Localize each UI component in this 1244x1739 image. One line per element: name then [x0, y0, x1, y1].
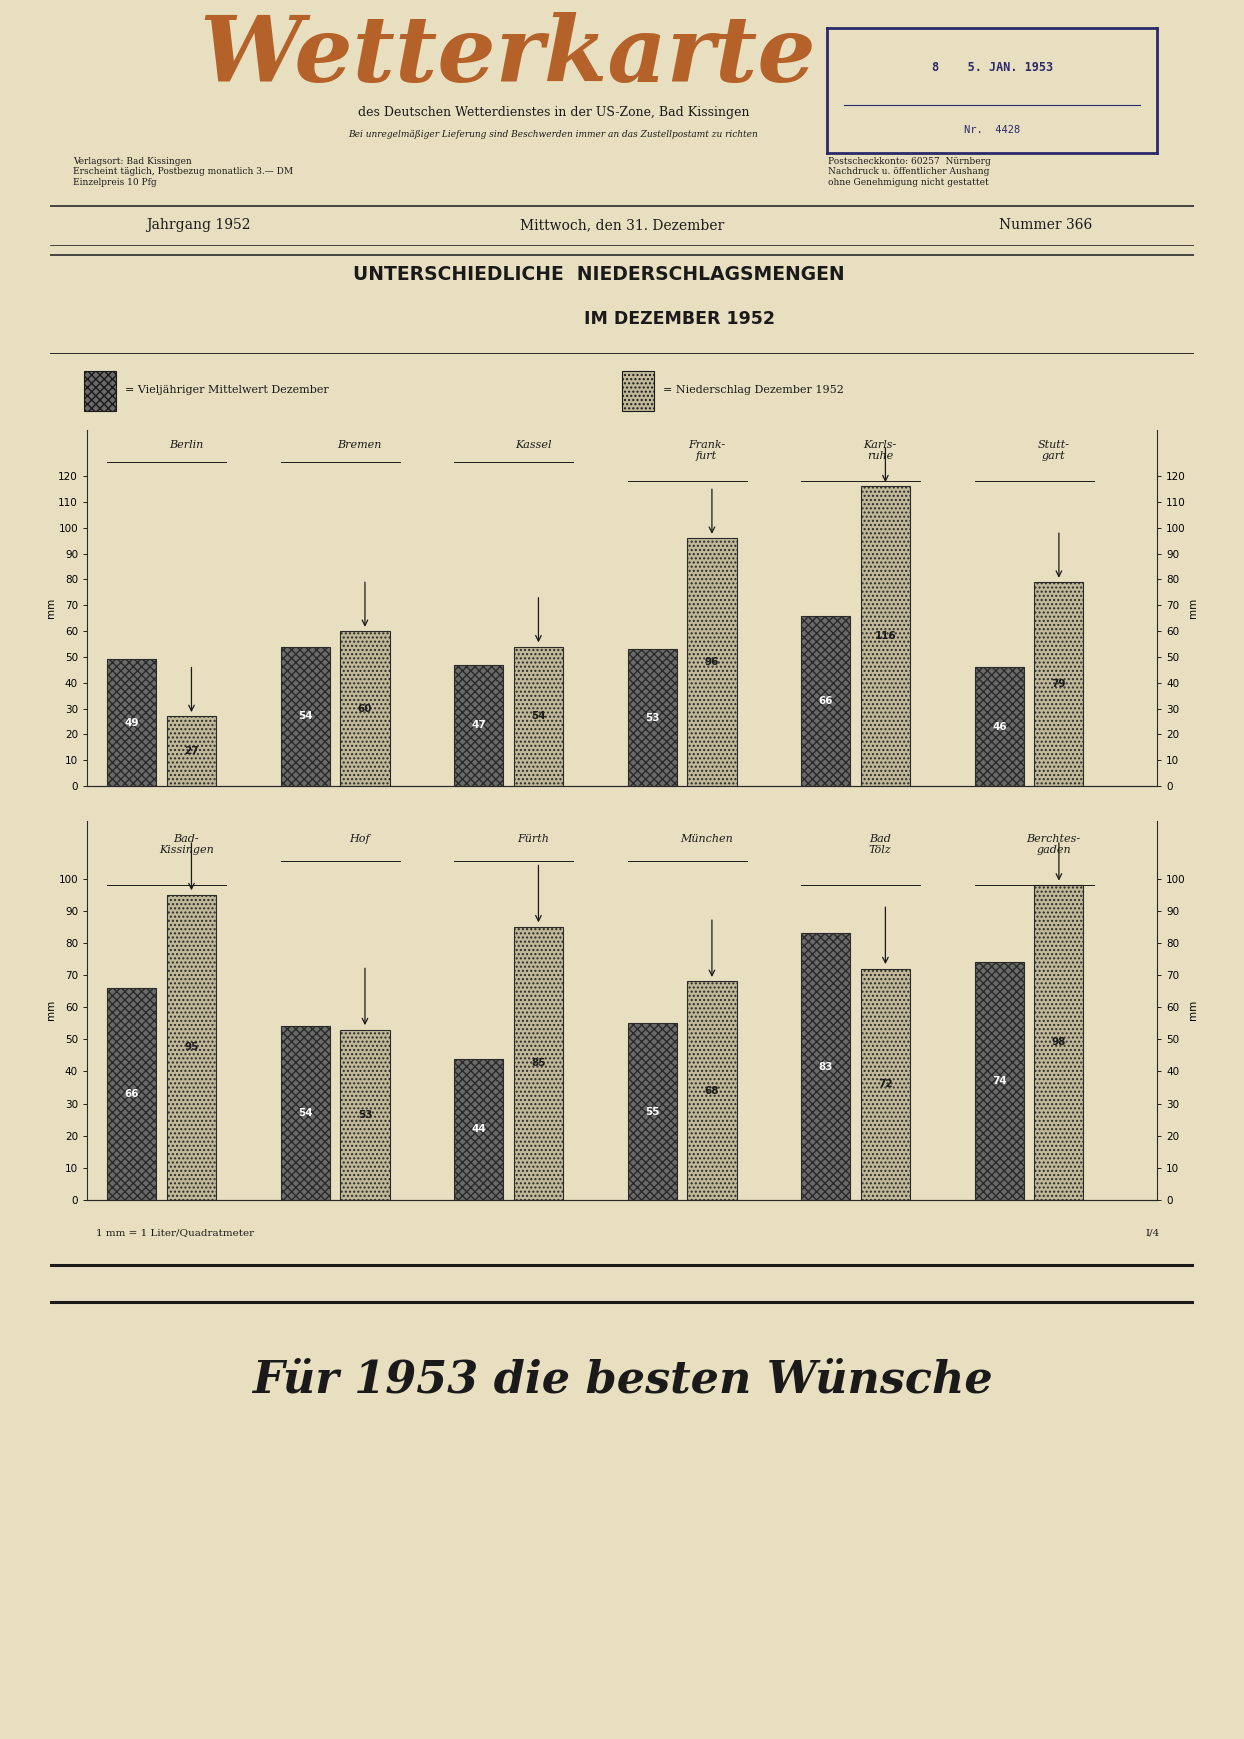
Text: Karls-
ruhe: Karls- ruhe	[863, 440, 897, 461]
Text: Stutt-
gart: Stutt- gart	[1037, 440, 1070, 461]
Text: = Vieljähriger Mittelwert Dezember: = Vieljähriger Mittelwert Dezember	[126, 384, 330, 395]
Bar	[688, 537, 736, 786]
Y-axis label: mm: mm	[46, 598, 56, 617]
Text: 53: 53	[646, 713, 659, 723]
Bar	[341, 1029, 389, 1200]
Text: 74: 74	[991, 1076, 1006, 1087]
Bar	[1034, 885, 1084, 1200]
Text: 72: 72	[878, 1080, 893, 1089]
Bar	[688, 981, 736, 1200]
Text: Mittwoch, den 31. Dezember: Mittwoch, den 31. Dezember	[520, 217, 724, 233]
Text: 46: 46	[991, 722, 1006, 732]
Bar	[454, 1059, 504, 1200]
Bar	[85, 370, 116, 412]
Text: 54: 54	[299, 711, 312, 722]
Text: 53: 53	[358, 1109, 372, 1120]
Text: IM DEZEMBER 1952: IM DEZEMBER 1952	[583, 310, 775, 327]
Text: Wetterkarte: Wetterkarte	[199, 12, 816, 101]
Text: Bei unregelmäßiger Lieferung sind Beschwerden immer an das Zustellpostamt zu ric: Bei unregelmäßiger Lieferung sind Beschw…	[348, 130, 758, 139]
Text: I/4: I/4	[1146, 1228, 1159, 1238]
Bar	[628, 1023, 677, 1200]
Text: UNTERSCHIEDLICHE  NIEDERSCHLAGSMENGEN: UNTERSCHIEDLICHE NIEDERSCHLAGSMENGEN	[353, 264, 845, 283]
Text: 96: 96	[705, 657, 719, 668]
Text: 44: 44	[471, 1123, 486, 1134]
Text: Nummer 366: Nummer 366	[999, 217, 1092, 233]
Text: München: München	[680, 833, 733, 843]
Text: 60: 60	[358, 704, 372, 713]
Text: 54: 54	[531, 711, 546, 722]
Bar	[514, 647, 564, 786]
Y-axis label: mm: mm	[46, 1000, 56, 1021]
Text: 55: 55	[646, 1106, 659, 1116]
Text: Für 1953 die besten Wünsche: Für 1953 die besten Wünsche	[251, 1358, 993, 1402]
Text: 79: 79	[1051, 678, 1066, 689]
Bar	[622, 370, 654, 412]
Bar	[107, 659, 157, 786]
Text: Bad
Tölz: Bad Tölz	[868, 833, 892, 856]
Bar	[1034, 583, 1084, 786]
Bar	[281, 647, 330, 786]
Text: 47: 47	[471, 720, 486, 730]
Text: 85: 85	[531, 1059, 546, 1068]
Bar	[801, 934, 851, 1200]
Bar	[167, 894, 216, 1200]
Bar	[281, 1026, 330, 1200]
Bar	[107, 988, 157, 1200]
Text: 66: 66	[819, 696, 833, 706]
Bar	[628, 649, 677, 786]
Bar	[454, 664, 504, 786]
Text: Berlin: Berlin	[169, 440, 203, 450]
Bar	[861, 969, 911, 1200]
Text: Berchtes-
gaden: Berchtes- gaden	[1026, 833, 1081, 856]
Text: Frank-
furt: Frank- furt	[688, 440, 725, 461]
Bar	[341, 631, 389, 786]
Text: 54: 54	[299, 1108, 312, 1118]
Text: 27: 27	[184, 746, 199, 756]
Text: 1 mm = 1 Liter/Quadratmeter: 1 mm = 1 Liter/Quadratmeter	[96, 1228, 254, 1238]
Text: Bad-
Kissingen: Bad- Kissingen	[159, 833, 214, 856]
Text: Jahrgang 1952: Jahrgang 1952	[147, 217, 251, 233]
Text: 8    5. JAN. 1953: 8 5. JAN. 1953	[932, 61, 1052, 75]
Text: 66: 66	[124, 1089, 139, 1099]
Text: Kassel: Kassel	[515, 440, 551, 450]
Text: = Niederschlag Dezember 1952: = Niederschlag Dezember 1952	[663, 384, 845, 395]
Text: 116: 116	[875, 631, 896, 642]
Text: Verlagsort: Bad Kissingen
Erscheint täglich, Postbezug monatlich 3.— DM
Einzelpr: Verlagsort: Bad Kissingen Erscheint tägl…	[72, 157, 292, 186]
Bar	[167, 716, 216, 786]
Text: Nr.  4428: Nr. 4428	[964, 125, 1020, 136]
Y-axis label: mm: mm	[1188, 598, 1198, 617]
Text: Bremen: Bremen	[337, 440, 382, 450]
Text: 83: 83	[819, 1061, 833, 1071]
Bar	[975, 962, 1024, 1200]
Text: Postscheckkonto: 60257  Nürnberg
Nachdruck u. öffentlicher Aushang
ohne Genehmig: Postscheckkonto: 60257 Nürnberg Nachdruc…	[829, 157, 990, 186]
Text: 49: 49	[124, 718, 139, 727]
Text: des Deutschen Wetterdienstes in der US-Zone, Bad Kissingen: des Deutschen Wetterdienstes in der US-Z…	[357, 106, 749, 118]
Text: 68: 68	[704, 1085, 719, 1096]
Text: 95: 95	[184, 1042, 199, 1052]
Bar	[975, 668, 1024, 786]
Y-axis label: mm: mm	[1188, 1000, 1198, 1021]
Text: Fürth: Fürth	[518, 833, 549, 843]
Text: 98: 98	[1051, 1038, 1066, 1047]
Bar	[514, 927, 564, 1200]
Bar	[861, 487, 911, 786]
Text: Hof: Hof	[350, 833, 369, 843]
Bar	[801, 616, 851, 786]
